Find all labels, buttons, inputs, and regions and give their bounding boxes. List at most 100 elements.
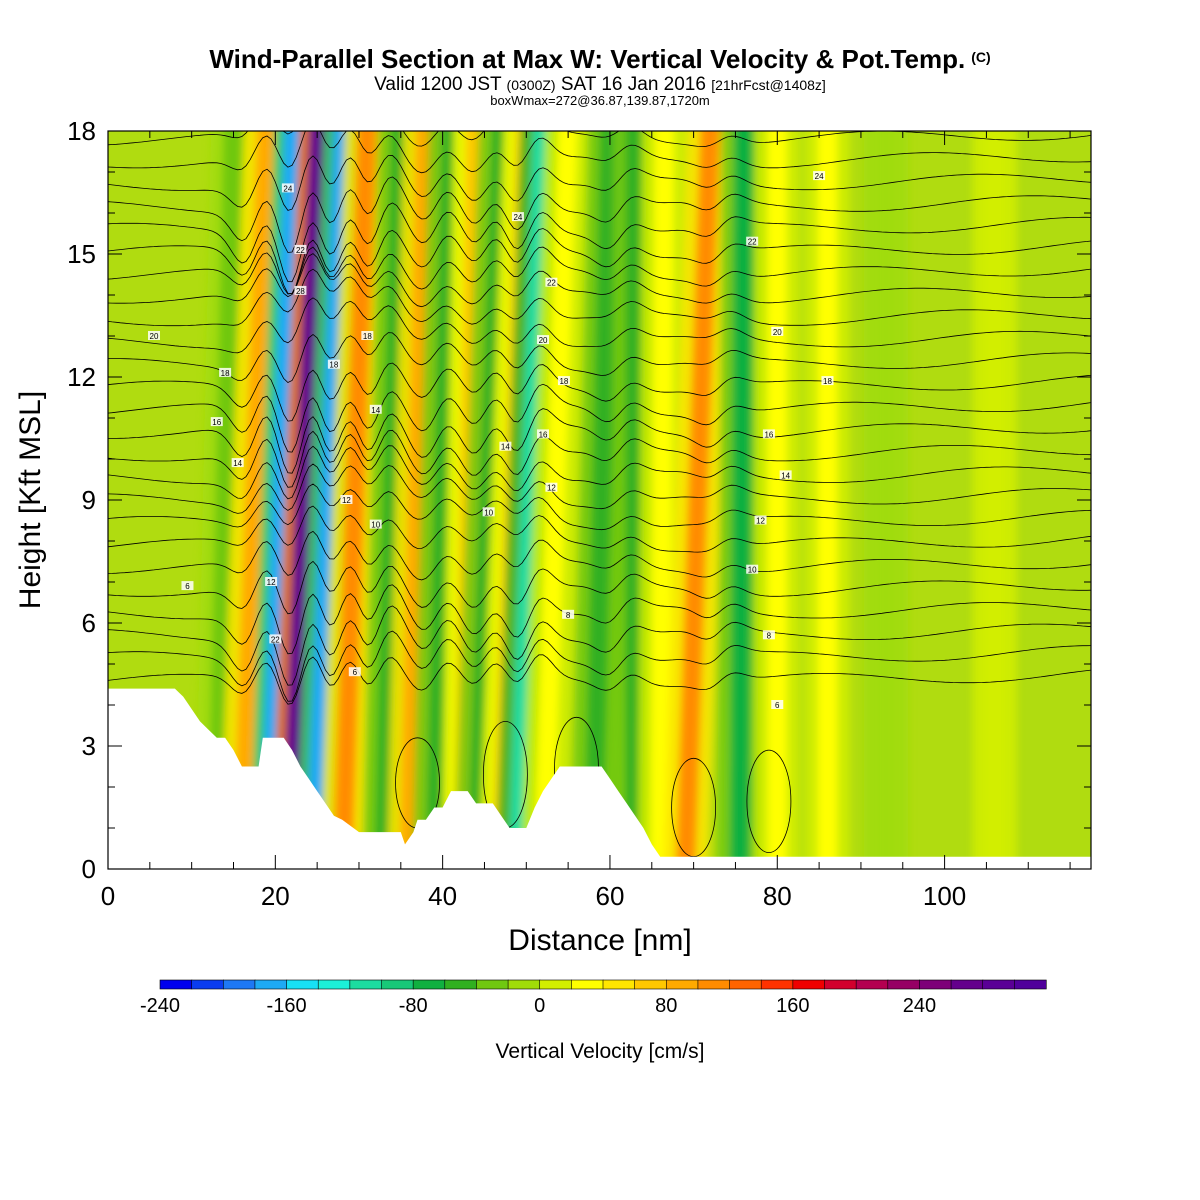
x-axis: 0 20 40 60 80 100: [101, 131, 1071, 911]
colorbar-swatch: [507, 979, 541, 990]
theta-contour-label: 14: [779, 470, 792, 480]
colorbar-swatch: [191, 979, 224, 990]
theta-contour-label-text: 16: [764, 430, 773, 439]
theta-contour-label: 22: [746, 236, 759, 247]
y-tick-label: 0: [82, 854, 96, 884]
theta-contour-labels: 6 14 16 18 20 22 12 24 28 22 18 18 14 12 10 6 10 14 24 22 20…: [148, 171, 834, 710]
theta-contour-label-text: 22: [296, 246, 305, 255]
theta-contour-label: 22: [545, 277, 558, 288]
theta-contour-label-text: 24: [513, 213, 522, 222]
w-band-core: [876, 131, 896, 869]
theta-contour-label-text: 14: [781, 471, 790, 480]
colorbar-swatch: [729, 979, 762, 990]
w-band-core: [729, 131, 754, 869]
theta-contour-label: 14: [369, 404, 382, 415]
theta-contour-label: 24: [813, 171, 826, 181]
y-axis: 0 3 6 9 12 15 18: [67, 116, 1091, 884]
theta-contour-label-text: 10: [484, 508, 493, 517]
x-tick-label: 80: [763, 881, 792, 911]
colorbar-swatch: [412, 979, 446, 990]
theta-contour-label: 12: [265, 577, 278, 587]
theta-contour-label: 22: [294, 244, 307, 255]
theta-contour-label: 12: [754, 515, 767, 526]
theta-contour-label: 18: [327, 359, 340, 370]
theta-contour-label-text: 12: [342, 496, 351, 505]
theta-contour-label: 10: [369, 519, 382, 530]
colorbar-swatch: [159, 979, 193, 990]
theta-contour-closed: [746, 749, 792, 853]
chart-title: Wind-Parallel Section at Max W: Vertical…: [0, 44, 1200, 75]
theta-contour-label-text: 8: [566, 611, 571, 620]
y-axis-label: Height [Kft MSL]: [14, 391, 47, 609]
theta-contour-label-text: 18: [823, 377, 832, 386]
theta-contour-label: 18: [821, 376, 834, 386]
theta-contour-label-text: 16: [212, 418, 221, 427]
theta-contour-line: [108, 176, 1091, 253]
theta-contour-label: 20: [771, 326, 784, 337]
theta-contour-label: 20: [148, 331, 161, 341]
theta-contour-label: 18: [219, 367, 232, 378]
theta-contour-label-text: 22: [547, 279, 556, 288]
colorbar-swatch: [602, 979, 636, 990]
theta-contour-label-text: 12: [547, 484, 556, 493]
theta-contour-line: [108, 530, 1091, 581]
x-tick-label: 40: [428, 881, 457, 911]
theta-contour-line: [108, 332, 1091, 383]
theta-contour-line: [108, 630, 1091, 702]
theta-contour-label: 12: [545, 482, 558, 493]
theta-contour-line: [108, 131, 1091, 174]
theta-contour-label: 16: [210, 417, 223, 427]
w-band-core: [207, 131, 244, 869]
theta-contour-label: 8: [762, 630, 775, 640]
x-tick-label: 100: [923, 881, 966, 911]
theta-contour-label-text: 6: [353, 668, 358, 677]
terrain: [108, 688, 1091, 869]
theta-contour-line: [108, 560, 1091, 615]
theta-contour-label: 14: [231, 458, 244, 468]
theta-contour-label-text: 14: [233, 459, 242, 468]
theta-contour-label-text: 22: [271, 635, 280, 644]
x-axis-label: Distance [nm]: [508, 924, 691, 957]
theta-contour-label-text: 20: [773, 328, 782, 337]
colorbar: -240 -160 -80 0 80 160 240: [140, 979, 1047, 1017]
colorbar-swatch: [950, 979, 984, 990]
w-band-core: [583, 131, 620, 869]
colorbar-tick-label: -80: [399, 995, 428, 1017]
colorbar-swatch: [919, 979, 952, 990]
valid-time-line: Valid 1200 JST (0300Z) SAT 16 Jan 2016 […: [0, 74, 1200, 96]
theta-contour-line: [108, 297, 1091, 354]
colorbar-label: Vertical Velocity [cm/s]: [496, 1040, 705, 1063]
theta-contour-label: 10: [482, 507, 495, 517]
colorbar-swatch: [855, 979, 889, 990]
colorbar-swatch: [697, 979, 731, 990]
colorbar-swatch: [760, 979, 794, 990]
theta-contour-line: [108, 408, 1091, 474]
x-tick-label: 0: [101, 881, 115, 911]
y-tick-label: 6: [82, 608, 96, 638]
x-tick-label: 20: [261, 881, 290, 911]
colorbar-swatch: [824, 979, 857, 990]
theta-contour-label: 12: [340, 495, 353, 505]
theta-contour-label-text: 6: [775, 701, 780, 710]
w-band-core: [984, 131, 1005, 869]
colorbar-swatch: [982, 979, 1015, 990]
theta-contour-line: [108, 246, 1091, 295]
theta-contour-line: [108, 77, 1091, 123]
valid-prefix: Valid 1200 JST: [374, 74, 502, 95]
theta-contour-label: 18: [361, 331, 374, 341]
theta-contour-label: 6: [181, 581, 194, 591]
theta-contour-label: 24: [511, 212, 524, 222]
theta-contour-label: 18: [557, 376, 570, 386]
colorbar-swatch: [317, 979, 351, 990]
w-band-core: [817, 131, 838, 869]
theta-contour-label-text: 22: [748, 238, 757, 247]
theta-contour-label-text: 14: [501, 443, 510, 452]
theta-contour-label: 8: [562, 609, 575, 620]
theta-contour-label-text: 6: [185, 582, 190, 591]
copyright-mark: (C): [971, 49, 991, 65]
theta-contour-line: [108, 202, 1091, 283]
theta-contour-line: [108, 131, 1091, 148]
vertical-velocity-field: [194, 131, 1018, 869]
theta-contour-label: 16: [537, 429, 550, 439]
theta-contour-label-text: 10: [748, 566, 757, 575]
